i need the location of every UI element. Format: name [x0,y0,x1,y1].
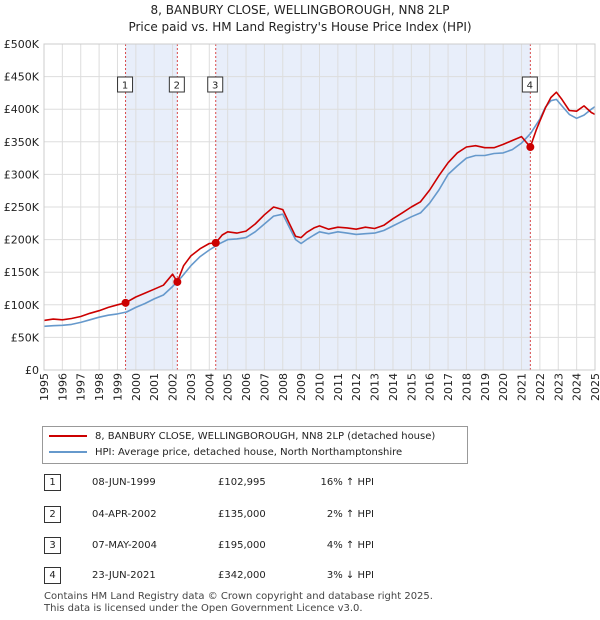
sale-badge [521,76,538,93]
transaction-hpi: 4% ↑ HPI [326,540,374,551]
transaction-price: £342,000 [218,570,266,581]
transaction-hpi: 16% ↑ HPI [320,477,374,488]
transaction-price: £135,000 [218,509,266,520]
footer-copyright: Contains HM Land Registry data © Crown c… [44,591,433,602]
x-tick-label: 2002 [167,373,180,401]
x-tick-label: 2008 [277,373,290,401]
x-tick-label: 2022 [534,373,547,401]
x-tick-label: 1995 [38,373,51,401]
hpi-line [43,98,596,328]
price-chart: 1 2 3 4 £0 £50K £100K £150K £200K £250K £300K £350… [4,38,600,401]
y-tick-label: £0 [25,364,39,377]
sale-badge [207,76,224,93]
y-tick-label: £350K [4,136,40,149]
chart-subtitle: Price paid vs. HM Land Registry's House … [128,20,472,34]
chart-legend: 8, BANBURY CLOSE, WELLINGBOROUGH, NN8 2L… [42,426,468,464]
x-tick-label: 1996 [56,373,69,401]
transaction-date: 04-APR-2002 [92,509,157,520]
x-tick-label: 2015 [405,373,418,401]
legend-item-hpi: HPI: Average price, detached house, Nort… [49,446,402,460]
y-tick-label: £50K [11,331,40,344]
sale-point [173,277,182,286]
x-tick-label: 2021 [516,373,529,401]
transaction-hpi: 2% ↑ HPI [326,509,374,520]
x-tick-label: 2017 [442,373,455,401]
legend-swatch-hpi [49,451,87,453]
sale-point [121,298,130,307]
sale-point [526,143,535,152]
transaction-price: £102,995 [218,477,266,488]
x-tick-label: 2004 [203,373,216,401]
x-tick-label: 2009 [295,373,308,401]
x-tick-label: 2003 [185,373,198,401]
transaction-number: 3 [44,537,61,554]
x-tick-label: 1997 [75,373,88,401]
x-tick-label: 2024 [571,373,584,401]
x-tick-label: 2018 [460,373,473,401]
x-tick-label: 2025 [589,373,600,401]
y-tick-label: £200K [4,234,40,247]
transaction-number: 1 [44,474,61,491]
x-tick-label: 2005 [222,373,235,401]
sale-badge-label: 2 [174,81,180,92]
sale-badge-label: 4 [527,81,533,92]
transaction-date: 08-JUN-1999 [92,477,156,488]
x-tick-label: 1999 [111,373,124,401]
x-tick-label: 2012 [350,373,363,401]
chart-title: 8, BANBURY CLOSE, WELLINGBOROUGH, NN8 2L… [150,3,450,17]
transaction-number: 2 [44,506,61,523]
property-price-line [43,91,596,322]
x-tick-label: 2016 [424,373,437,401]
transaction-date: 23-JUN-2021 [92,570,156,581]
sale-badge [117,76,134,93]
y-tick-label: £500K [4,38,40,51]
x-tick-label: 2011 [332,373,345,401]
sale-badge [168,76,185,93]
y-tick-label: £150K [4,266,40,279]
sale-point [211,238,220,247]
x-tick-label: 2023 [552,373,565,401]
y-tick-label: £400K [4,103,40,116]
transaction-price: £195,000 [218,540,266,551]
sale-badge-label: 3 [212,81,218,92]
legend-swatch-property [49,435,87,437]
y-tick-label: £100K [4,299,40,312]
y-tick-label: £250K [4,201,40,214]
legend-item-property: 8, BANBURY CLOSE, WELLINGBOROUGH, NN8 2L… [49,430,435,444]
x-tick-label: 1998 [93,373,106,401]
footer-licence: This data is licensed under the Open Gov… [44,603,363,614]
x-tick-label: 2014 [387,373,400,401]
x-tick-label: 2010 [314,373,327,401]
transaction-date: 07-MAY-2004 [92,540,158,551]
transaction-number: 4 [44,567,61,584]
x-tick-label: 2013 [369,373,382,401]
x-tick-label: 2007 [258,373,271,401]
y-tick-label: £300K [4,168,40,181]
x-tick-label: 2006 [240,373,253,401]
x-tick-label: 2020 [497,373,510,401]
legend-label-property: 8, BANBURY CLOSE, WELLINGBOROUGH, NN8 2L… [95,431,436,442]
x-tick-label: 2019 [479,373,492,401]
legend-label-hpi: HPI: Average price, detached house, Nort… [95,447,403,458]
transaction-hpi: 3% ↓ HPI [326,570,374,581]
x-tick-label: 2000 [130,373,143,401]
x-tick-label: 2001 [148,373,161,401]
sale-badge-label: 1 [122,81,128,92]
plot-frame [43,43,596,371]
y-tick-label: £450K [4,71,40,84]
